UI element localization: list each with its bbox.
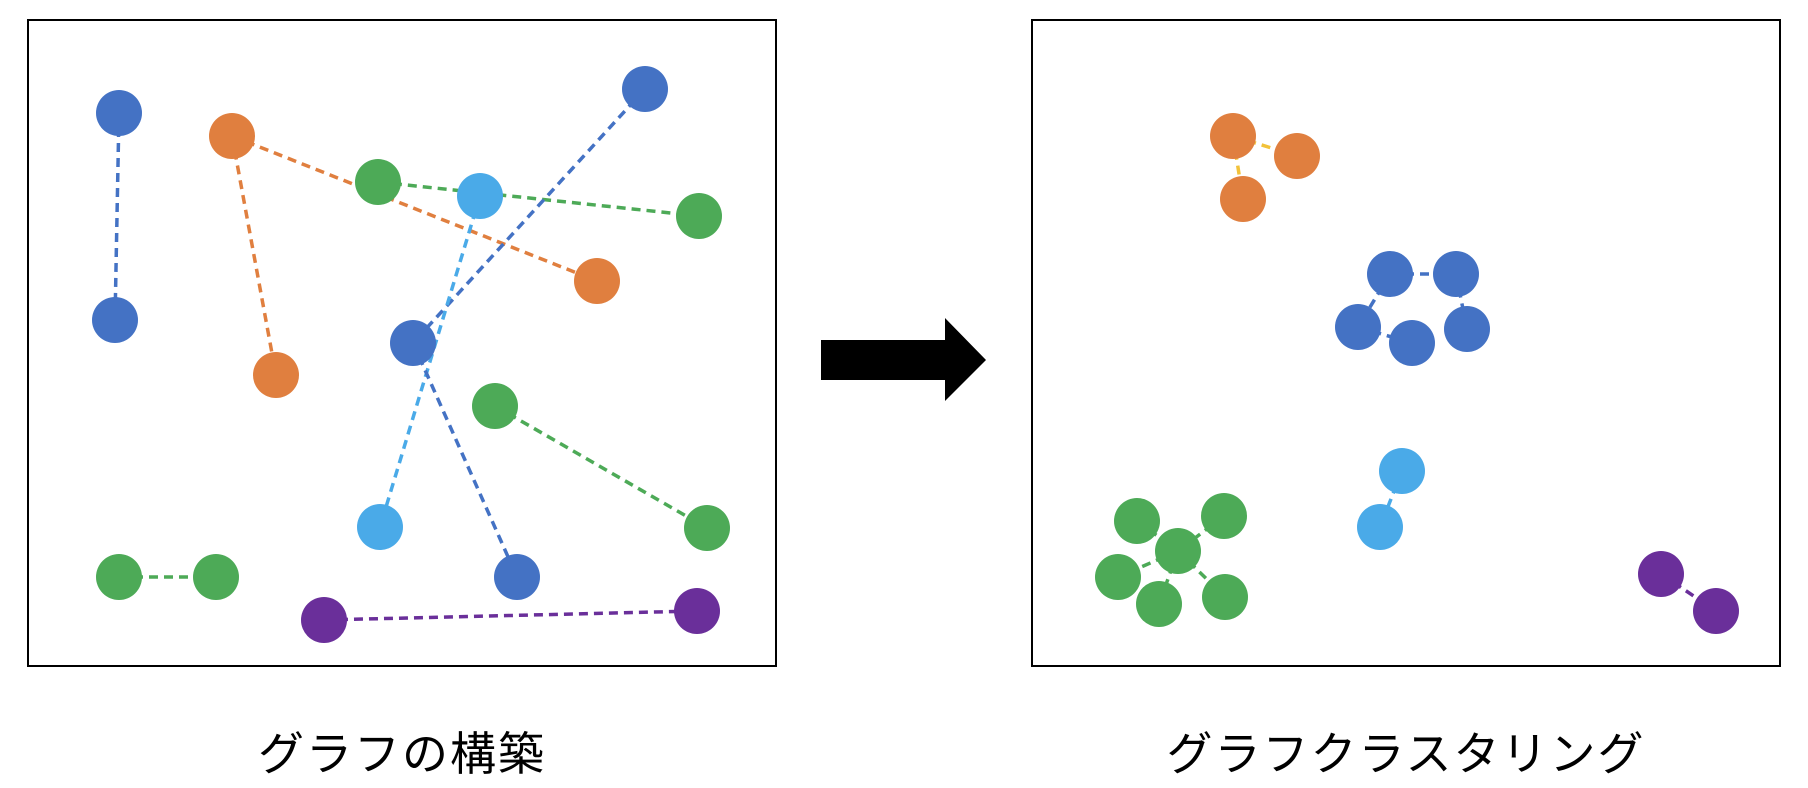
node-g2 [676,193,722,239]
node-cb3 [1444,306,1490,352]
clustering-panel-frame [1031,19,1781,667]
node-co2 [1274,133,1320,179]
node-o1 [209,113,255,159]
construction-caption: グラフの構築 [258,727,546,781]
node-clb1 [1379,448,1425,494]
node-o2 [253,352,299,398]
node-b2 [92,297,138,343]
edge-cg3-cg6 [1176,549,1227,599]
node-p2 [674,588,720,634]
node-g3 [472,383,518,429]
node-g4 [684,505,730,551]
edge-co1-co2 [1232,134,1298,158]
node-cg5 [1136,581,1182,627]
node-b1 [96,90,142,136]
edge-p1-p2 [323,609,698,622]
edge-g1-g2 [377,180,700,218]
edge-cg3-cg4 [1117,549,1179,579]
node-b5 [494,554,540,600]
node-clb2 [1357,504,1403,550]
node-cg2 [1201,493,1247,539]
node-cb4 [1335,304,1381,350]
clustering-edges [1117,134,1717,613]
node-p1 [301,597,347,643]
clustering-caption: グラフクラスタリング [1166,727,1646,781]
edge-lb1-lb2 [378,195,482,528]
edge-cp1-cp2 [1660,572,1717,613]
edge-g3-g4 [494,404,708,530]
node-cg4 [1095,554,1141,600]
node-lb2 [357,504,403,550]
node-g6 [193,554,239,600]
node-cp2 [1693,588,1739,634]
node-cb2 [1433,251,1479,297]
node-g5 [96,554,142,600]
node-g1 [355,159,401,205]
node-b4 [390,320,436,366]
edge-b1-b2 [113,112,121,321]
node-cg1 [1114,498,1160,544]
edge-o1-o3 [231,134,598,283]
node-co3 [1220,176,1266,222]
node-b3 [622,66,668,112]
node-co1 [1210,113,1256,159]
node-cp1 [1638,551,1684,597]
construction-nodes [92,66,730,643]
node-o3 [574,258,620,304]
node-cg3 [1155,528,1201,574]
edge-o1-o2 [230,135,278,376]
edge-b3-b4 [411,87,647,345]
node-cg6 [1202,574,1248,620]
edge-b4-b5 [411,342,519,578]
node-cb1 [1367,251,1413,297]
construction-panel-frame [27,19,777,667]
clustering-nodes [1095,113,1739,634]
construction-edges [113,87,708,622]
node-lb1 [457,173,503,219]
right-arrow-icon [821,318,986,401]
node-cb5 [1389,320,1435,366]
